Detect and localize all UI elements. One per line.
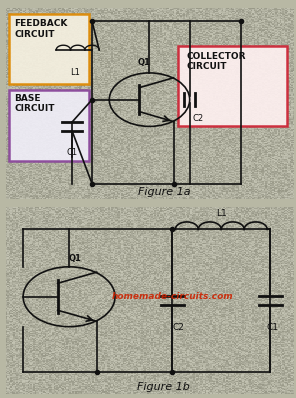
Text: L1: L1 bbox=[216, 209, 227, 218]
Text: Figure 1b: Figure 1b bbox=[137, 382, 190, 392]
Text: Figure 1a: Figure 1a bbox=[138, 187, 190, 197]
Text: L1: L1 bbox=[70, 68, 80, 77]
Text: Q1: Q1 bbox=[137, 58, 150, 67]
Text: Q1: Q1 bbox=[68, 254, 81, 263]
Text: C1: C1 bbox=[267, 323, 279, 332]
Text: C2: C2 bbox=[172, 323, 184, 332]
Text: BASE
CIRCUIT: BASE CIRCUIT bbox=[15, 94, 55, 113]
Text: COLLECTOR
CIRCUIT: COLLECTOR CIRCUIT bbox=[187, 52, 246, 71]
Text: C2: C2 bbox=[193, 113, 204, 123]
Text: C1: C1 bbox=[66, 148, 78, 157]
FancyBboxPatch shape bbox=[9, 90, 89, 161]
FancyBboxPatch shape bbox=[178, 46, 287, 127]
FancyBboxPatch shape bbox=[9, 14, 89, 84]
Text: homemade-circuits.com: homemade-circuits.com bbox=[112, 292, 233, 301]
Text: FEEDBACK
CIRCUIT: FEEDBACK CIRCUIT bbox=[15, 20, 68, 39]
